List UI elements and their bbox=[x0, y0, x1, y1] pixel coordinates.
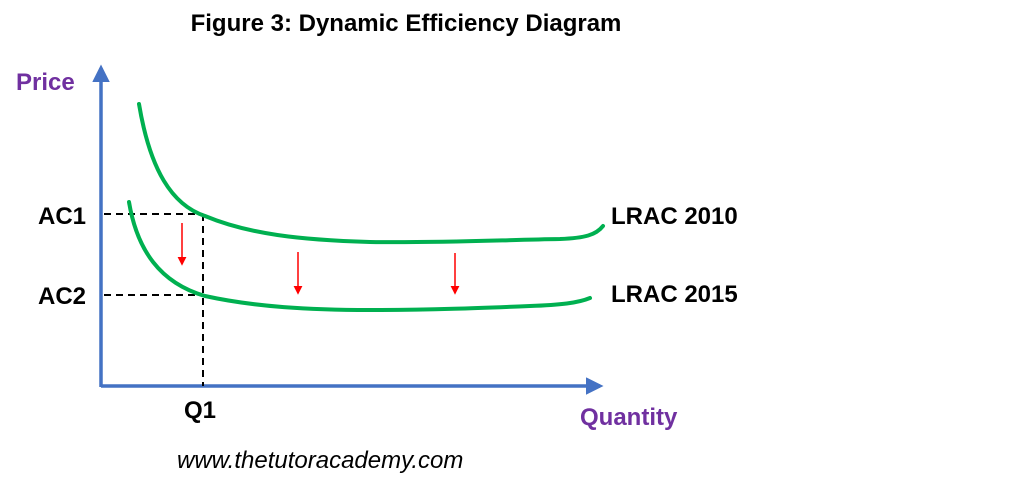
lrac-2010-curve bbox=[137, 102, 605, 245]
ac2-label: AC2 bbox=[38, 283, 86, 310]
q1-label: Q1 bbox=[184, 397, 216, 424]
ac1-label: AC1 bbox=[38, 203, 86, 230]
y-axis-title: Price bbox=[16, 69, 75, 96]
figure-title: Figure 3: Dynamic Efficiency Diagram bbox=[191, 10, 622, 37]
x-axis-title: Quantity bbox=[580, 404, 678, 431]
source-url: www.thetutoracademy.com bbox=[177, 447, 463, 474]
lrac-2015-curve bbox=[127, 200, 592, 313]
lrac-2015-label: LRAC 2015 bbox=[611, 281, 738, 308]
lrac-2010-label: LRAC 2010 bbox=[611, 203, 738, 230]
